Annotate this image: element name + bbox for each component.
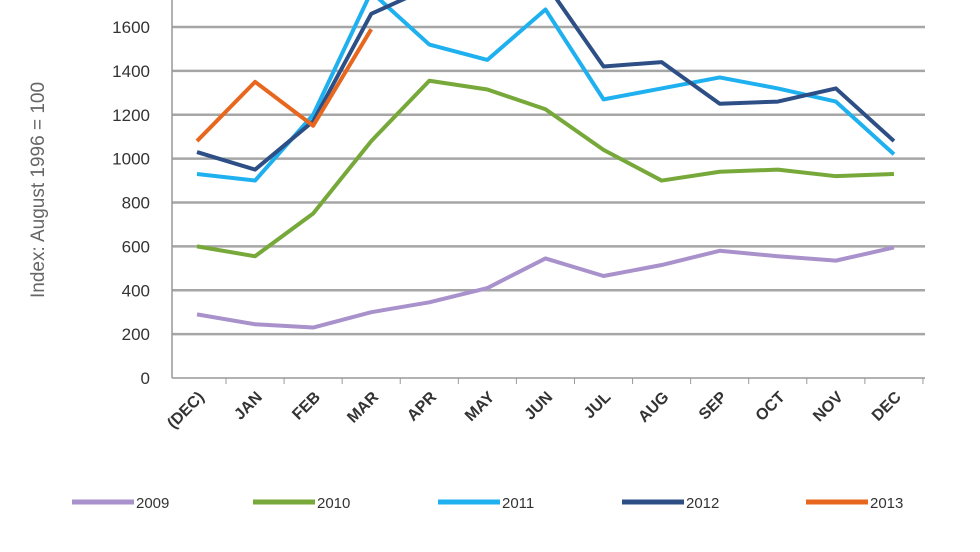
y-tick-label: 400: [122, 281, 150, 300]
legend: 2009 2010 2011 2012 2013: [72, 495, 903, 512]
series-line-2012: [196, 0, 896, 172]
legend-label-2013: 2013: [870, 495, 903, 512]
x-tick-label: AUG: [635, 389, 672, 426]
series-line-2013: [195, 28, 373, 143]
series-line-2010: [196, 78, 895, 259]
y-tick-label: 1000: [112, 150, 150, 169]
y-tick-label: 800: [122, 194, 150, 213]
x-tick-label: APR: [404, 388, 440, 424]
y-tick-label: 0: [141, 369, 150, 388]
series-line-2011: [196, 0, 896, 183]
y-tick-label: 1200: [112, 106, 150, 125]
x-axis-ticks: (DEC) JAN FEB MAR APR MAY JUN JUL AUG SEP OCT NOV DE…: [164, 388, 905, 432]
x-tick-label: MAY: [462, 389, 498, 425]
legend-label-2010: 2010: [317, 495, 350, 512]
y-tick-label: 1600: [112, 18, 150, 37]
series-lines: [195, 0, 896, 330]
y-axis-label: Index: August 1996 = 100: [28, 82, 49, 298]
y-tick-label: 600: [122, 237, 150, 256]
series-line-2009: [196, 245, 895, 330]
x-tick-label: (DEC): [164, 389, 207, 432]
x-tick-label: MAR: [344, 388, 382, 426]
x-tick-label: DEC: [869, 388, 905, 424]
x-tick-label: JAN: [231, 389, 266, 424]
legend-label-2011: 2011: [502, 495, 534, 512]
x-tick-label: FEB: [289, 389, 324, 424]
x-tick-label: NOV: [810, 389, 847, 426]
x-tick-label: JUN: [522, 389, 557, 424]
legend-label-2012: 2012: [686, 495, 719, 512]
y-tick-label: 1400: [112, 62, 150, 81]
x-tick-label: JUL: [581, 389, 615, 423]
y-tick-label: 200: [122, 325, 150, 344]
x-tick-label: SEP: [696, 389, 731, 424]
legend-label-2009: 2009: [136, 495, 169, 512]
y-axis-ticks: 0 200 400 600 800 1000 1200 1400 1600: [112, 18, 150, 388]
x-tick-label: OCT: [753, 389, 789, 425]
